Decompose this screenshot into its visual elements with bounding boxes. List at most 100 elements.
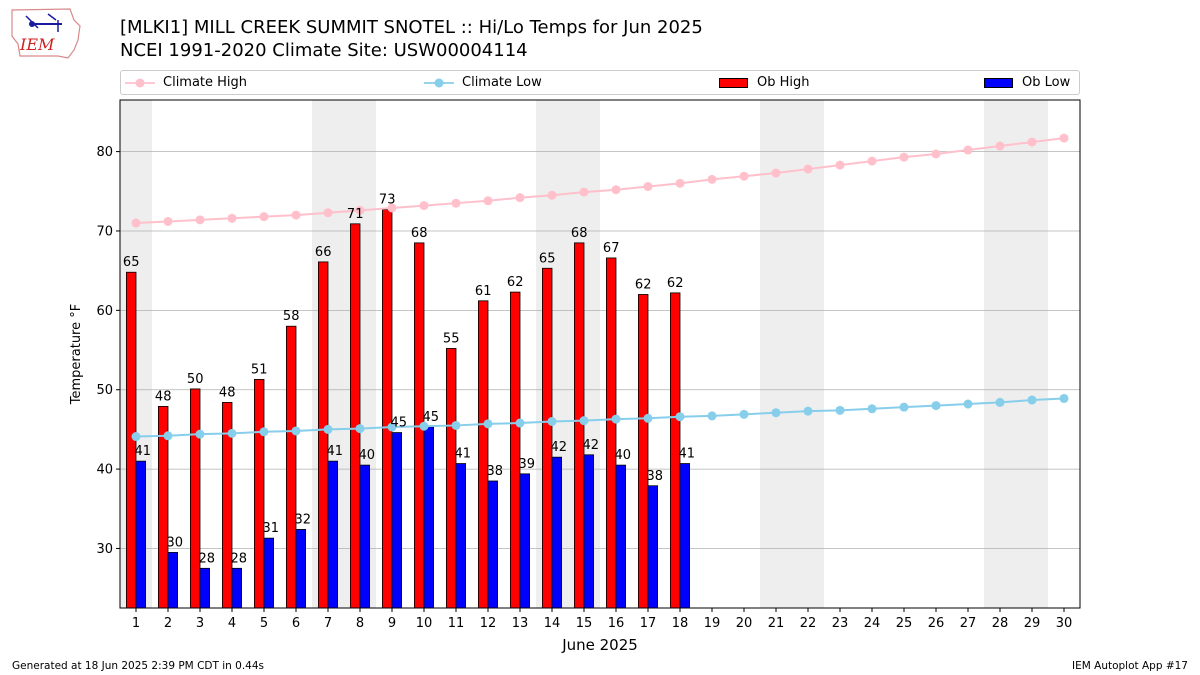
legend-item-ob-high: Ob High: [719, 71, 810, 94]
ob-low-value-label: 31: [263, 521, 280, 536]
climate-low-point: [259, 427, 269, 437]
ob-high-swatch: [719, 77, 748, 88]
x-tick-label: 2: [164, 616, 172, 631]
ob-low-bar: [391, 432, 403, 609]
x-tick-label: 3: [196, 616, 204, 631]
climate-high-point: [1027, 137, 1037, 147]
legend-label-climate-high: Climate High: [163, 75, 248, 90]
climate-low-point: [291, 426, 301, 436]
y-tick-label: 30: [96, 542, 113, 557]
climate-high-point: [835, 160, 845, 170]
climate-high-point: [451, 198, 461, 208]
chart-title: [MLKI1] MILL CREEK SUMMIT SNOTEL :: Hi/L…: [120, 17, 703, 38]
climate-low-point: [963, 399, 973, 409]
ob-high-value-label: 65: [539, 251, 556, 266]
weekend-shade-band: [984, 100, 1016, 608]
climate-high-point: [899, 152, 909, 162]
ob-low-bar: [231, 567, 243, 609]
climate-high-point: [163, 216, 173, 226]
climate-low-point: [867, 404, 877, 414]
plot-frame: [119, 99, 1081, 609]
climate-high-point: [771, 168, 781, 178]
climate-high-point: [259, 212, 269, 222]
x-tick-label: 24: [864, 616, 881, 631]
ob-low-value-label: 38: [487, 464, 504, 479]
generated-timestamp: Generated at 18 Jun 2025 2:39 PM CDT in …: [12, 660, 265, 672]
ob-low-value-label: 40: [615, 448, 632, 463]
ob-high-value-label: 71: [347, 207, 364, 222]
ob-high-bar: [509, 291, 521, 609]
climate-low-point: [1027, 395, 1037, 405]
ob-high-bar: [317, 261, 329, 609]
climate-low-point: [163, 431, 173, 441]
ob-high-value-label: 61: [475, 284, 492, 299]
legend: Climate High Climate Low Ob High Ob Low: [120, 70, 1080, 95]
ob-low-bar: [359, 464, 371, 609]
ob-high-value-label: 50: [187, 372, 204, 387]
ob-high-value-label: 65: [123, 255, 140, 270]
x-tick-label: 17: [640, 616, 657, 631]
x-tick-label: 5: [260, 616, 268, 631]
x-tick-label: 26: [928, 616, 945, 631]
ob-high-value-label: 66: [315, 245, 332, 260]
ob-low-value-label: 41: [679, 447, 696, 462]
climate-high-point: [579, 187, 589, 197]
x-tick-label: 25: [896, 616, 913, 631]
climate-low-point: [739, 409, 749, 419]
ob-high-bar: [542, 267, 553, 609]
ob-high-bar: [477, 300, 489, 609]
ob-high-value-label: 51: [251, 362, 268, 377]
x-tick-label: 14: [544, 616, 561, 631]
ob-low-value-label: 28: [199, 551, 216, 566]
ob-high-value-label: 62: [507, 275, 524, 290]
climate-low-point: [931, 401, 941, 411]
bar-value-labels: 65 48 50 48 51 58 66 71 73 68 55 61 62 65 68 67 62 62 41 30…: [123, 193, 695, 567]
y-tick-label: 60: [96, 304, 113, 319]
ob-low-value-label: 42: [583, 438, 600, 453]
climate-lines: [131, 133, 1069, 442]
climate-low-point: [355, 424, 365, 434]
climate-high-point: [483, 196, 493, 206]
x-tick-label: 29: [1024, 616, 1041, 631]
climate-low-point: [835, 405, 845, 415]
x-tick-label: 16: [608, 616, 625, 631]
climate-low-point: [323, 424, 333, 434]
x-tick-label: 23: [832, 616, 849, 631]
weekend-shade-band: [1016, 100, 1048, 608]
ob-high-value-label: 67: [603, 241, 620, 256]
ob-low-bar: [455, 463, 467, 609]
x-tick-label: 28: [992, 616, 1009, 631]
climate-high-point: [707, 174, 717, 184]
chart-subtitle: NCEI 1991-2020 Climate Site: USW00004114: [120, 40, 528, 61]
climate-high-point: [675, 178, 685, 188]
climate-high-point: [1059, 133, 1069, 143]
climate-high-point: [963, 145, 973, 155]
ob-low-value-label: 45: [391, 416, 408, 431]
x-tick-label: 27: [960, 616, 977, 631]
y-tick-label: 50: [96, 383, 113, 398]
ob-low-value-label: 30: [167, 535, 184, 550]
climate-low-point: [675, 412, 685, 422]
y-axis-label: Temperature °F: [69, 304, 84, 405]
iem-logo: IEM: [11, 8, 81, 59]
y-tick-label: 80: [96, 145, 113, 160]
ob-low-bar: [519, 473, 531, 609]
x-tick-label: 1: [132, 616, 140, 631]
ob-low-bar: [679, 463, 691, 609]
ob-low-bar: [167, 552, 179, 609]
y-tick-label: 70: [96, 224, 113, 239]
climate-high-point: [355, 205, 365, 215]
x-tick-label: 11: [448, 616, 465, 631]
ob-high-bar: [606, 257, 617, 609]
ob-high-bar: [381, 209, 393, 609]
climate-low-point: [899, 402, 909, 412]
x-tick-label: 13: [512, 616, 529, 631]
climate-high-point: [131, 218, 141, 228]
climate-high-point: [227, 213, 237, 223]
ob-high-bar: [285, 325, 297, 609]
app-credit: IEM Autoplot App #17: [1072, 660, 1188, 672]
ob-low-bar: [615, 464, 627, 609]
legend-item-climate-low: Climate Low: [424, 71, 542, 94]
ob-high-value-label: 68: [411, 226, 428, 241]
ob-low-value-label: 32: [295, 512, 312, 527]
